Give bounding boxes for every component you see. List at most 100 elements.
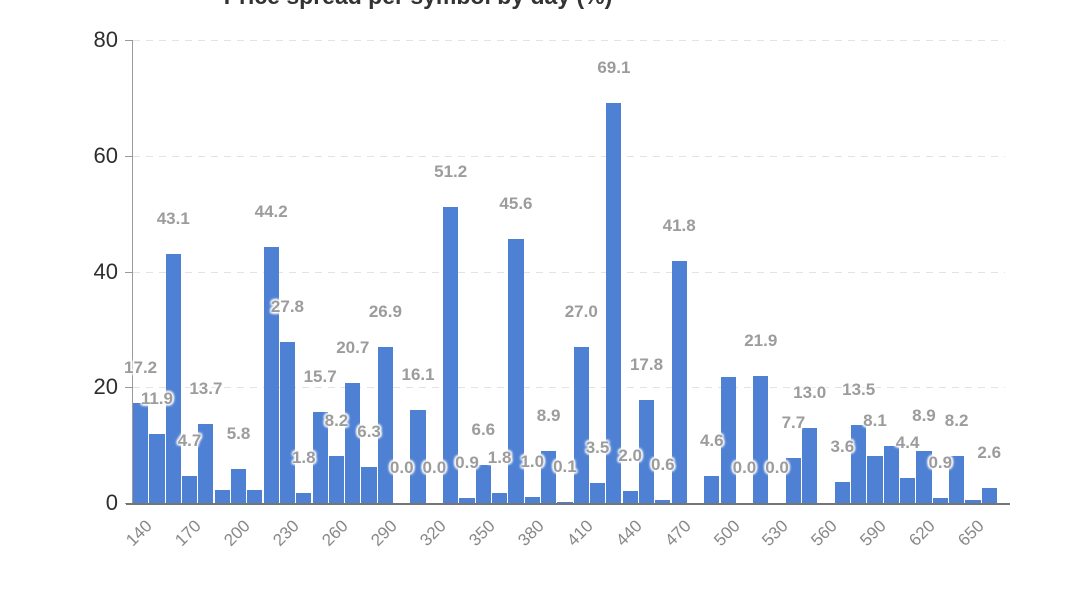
bar-value-label: 8.2 — [324, 410, 349, 430]
bar — [965, 500, 981, 503]
bar — [867, 456, 883, 503]
bar-chart: Price spread per symbol by day (%) 0 20 40… — [58, 0, 1010, 550]
x-tick-label: 380 — [513, 516, 548, 550]
bar — [834, 482, 850, 503]
y-tick-mark — [125, 271, 133, 273]
bar-value-label: 1.0 — [520, 452, 545, 472]
bar-value-label: 43.1 — [156, 208, 190, 228]
bar — [181, 475, 198, 503]
bar — [377, 347, 393, 503]
bar-value-label: 8.2 — [944, 410, 969, 430]
bar-value-label: 20.7 — [336, 338, 370, 358]
bar — [230, 469, 247, 503]
bar — [475, 464, 491, 503]
bar — [900, 477, 916, 503]
bar-value-label: 13.0 — [793, 382, 827, 402]
bar-value-label: 0.0 — [765, 458, 789, 477]
bar — [606, 103, 622, 503]
y-tick-mark — [125, 155, 133, 157]
bar — [622, 491, 638, 503]
bar-value-label: 69.1 — [597, 58, 631, 78]
bar-value-label: 6.3 — [357, 421, 381, 441]
bar-value-label: 8.9 — [912, 406, 936, 426]
bar-value-label: 0.9 — [455, 452, 479, 472]
bar-value-label: 0.0 — [422, 458, 447, 477]
bar — [932, 497, 948, 503]
x-axis-line — [126, 503, 1010, 505]
bar-value-label: 27.8 — [270, 297, 305, 317]
bar — [345, 383, 361, 503]
gridline-80 — [133, 40, 1005, 41]
bar — [802, 427, 818, 503]
bar — [883, 445, 899, 503]
bar-value-label: 0.6 — [651, 454, 675, 474]
gridline-20 — [133, 387, 1005, 389]
bar — [573, 346, 589, 503]
bar — [296, 492, 312, 503]
bar-value-label: 4.7 — [177, 430, 202, 450]
y-tick-label-40: 40 — [93, 258, 118, 284]
bar — [263, 247, 279, 503]
bar — [214, 489, 230, 503]
x-tick-label: 200 — [220, 516, 254, 550]
bar-value-label: 16.1 — [401, 364, 435, 384]
x-tick-label: 260 — [318, 516, 352, 550]
bar-value-label: 8.9 — [536, 406, 561, 426]
bar-value-label: 7.7 — [781, 413, 806, 433]
y-tick-label-80: 80 — [93, 27, 118, 52]
bar — [753, 376, 769, 503]
bar-value-label: 13.5 — [842, 379, 876, 399]
bar-value-label: 41.8 — [662, 216, 696, 236]
bar — [916, 451, 932, 503]
bar — [949, 455, 965, 503]
bar — [704, 476, 720, 503]
bar — [459, 497, 475, 503]
bar-value-label: 0.0 — [732, 458, 757, 477]
bar — [508, 239, 524, 503]
bar — [638, 399, 655, 503]
bar — [165, 253, 181, 503]
bar — [328, 455, 345, 503]
bar-value-label: 4.6 — [699, 431, 724, 451]
x-tick-label: 470 — [660, 516, 695, 550]
bar — [410, 409, 426, 503]
x-tick-label: 410 — [562, 516, 597, 550]
bar-value-label: 11.9 — [140, 389, 173, 409]
bar — [279, 342, 296, 503]
x-tick-label: 650 — [954, 516, 989, 550]
x-tick-label: 350 — [464, 516, 499, 550]
y-tick-label-0: 0 — [105, 490, 118, 515]
bar — [133, 403, 149, 503]
bar-value-label: 3.6 — [830, 437, 855, 457]
bar — [524, 497, 540, 503]
bar-value-label: 4.4 — [895, 432, 920, 452]
bar-value-label: 2.0 — [618, 446, 642, 466]
bar-value-label: 0.1 — [553, 457, 577, 477]
bar-value-label: 13.7 — [189, 378, 223, 398]
bar-value-label: 0.0 — [389, 458, 414, 477]
gridline-60 — [133, 155, 1005, 157]
bar — [443, 206, 459, 503]
bar-value-label: 3.5 — [585, 437, 610, 457]
x-tick-label: 230 — [269, 516, 303, 550]
y-tick-mark — [125, 40, 133, 41]
bar-value-label: 44.2 — [254, 202, 288, 222]
bar-value-label: 51.2 — [434, 161, 468, 181]
y-tick-label-20: 20 — [93, 374, 118, 400]
bar — [247, 489, 263, 503]
gridline-40 — [133, 271, 1005, 273]
bar — [981, 487, 997, 503]
y-tick-label-60: 60 — [93, 142, 118, 168]
bar — [312, 412, 328, 503]
chart-title: Price spread per symbol by day (%) — [58, 0, 778, 9]
x-tick-label: 170 — [171, 516, 205, 550]
bar — [361, 466, 377, 503]
bar — [785, 458, 801, 503]
bar-value-label: 6.6 — [471, 419, 496, 439]
bar-value-label: 0.9 — [928, 452, 953, 472]
bar-value-label: 5.8 — [226, 424, 251, 444]
bar-value-label: 1.8 — [487, 447, 512, 467]
bar — [671, 261, 687, 503]
x-tick-label: 320 — [415, 516, 450, 550]
bar-value-label: 26.9 — [368, 302, 402, 322]
